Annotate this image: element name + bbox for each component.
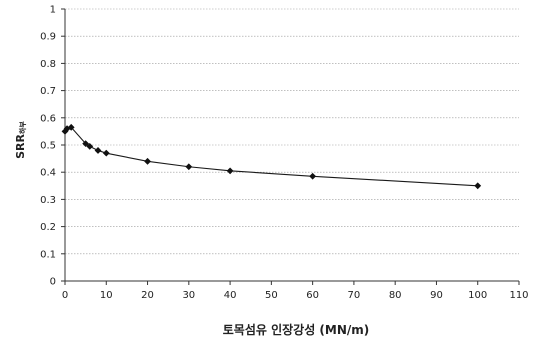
x-tick-label: 80 [389,290,402,301]
y-tick-label: 0.3 [40,195,56,206]
x-tick-label: 0 [62,290,68,301]
x-tick-label: 50 [265,290,278,301]
x-tick-label: 110 [509,290,528,301]
y-tick-label: 0.7 [40,86,56,97]
data-point-marker [63,125,71,133]
data-point-marker [86,142,94,150]
x-tick-label: 30 [182,290,195,301]
y-tick-labels: 0 0.1 0.2 0.3 0.4 0.5 0.6 0.7 0.8 0.9 1 [40,5,56,288]
axes [61,8,520,285]
y-axis-label-subscript: 하부 [18,121,27,134]
y-tick-label: 0 [50,277,56,288]
y-axis-label: SRR하부 [14,121,27,159]
y-tick-label: 0.8 [40,59,56,70]
x-tick-label: 40 [224,290,237,301]
x-tick-label: 10 [100,290,113,301]
x-tick-labels: 0 10 20 30 40 50 60 70 80 90 100 110 [62,290,529,301]
data-point-marker [309,172,317,180]
x-axis-label: 토목섬유 인장강성 (MN/m) [223,322,370,337]
data-point-marker [67,123,75,131]
data-point-marker [474,182,482,190]
x-tick-label: 100 [468,290,487,301]
y-tick-label: 0.6 [40,113,56,124]
data-point-marker [144,157,151,165]
x-tick-label: 20 [141,290,154,301]
y-axis-label-main: SRR [14,133,27,158]
data-point-marker [82,140,90,148]
data-point-marker [102,149,110,157]
y-tick-label: 0.2 [40,222,56,233]
x-tick-label: 90 [430,290,443,301]
data-point-marker [226,167,234,175]
series [61,123,482,190]
y-tick-label: 0.5 [40,141,56,152]
y-tick-label: 0.9 [40,32,56,43]
series-line [64,126,478,187]
y-tick-label: 1 [50,5,56,16]
y-tick-label: 0.1 [40,249,56,260]
y-tick-label: 0.4 [40,168,56,179]
x-tick-label: 70 [348,290,361,301]
data-point-marker [185,163,193,171]
x-tick-label: 60 [306,290,319,301]
data-point-marker [94,147,102,154]
gridlines [65,8,519,255]
